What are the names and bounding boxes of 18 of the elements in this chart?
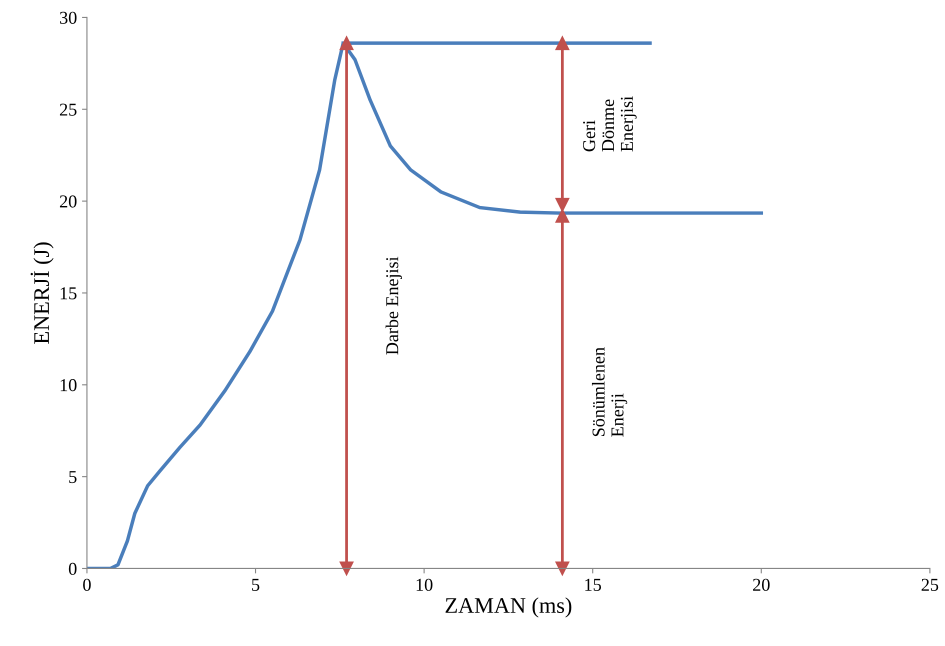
x-axis-title: ZAMAN (ms)	[446, 597, 572, 618]
y-tick-label: 5	[69, 471, 77, 484]
x-tick-label: 25	[922, 578, 938, 591]
annotation: Darbe Enejisi	[386, 256, 402, 355]
y-tick-label: 30	[60, 12, 77, 24]
x-tick-label: 0	[83, 578, 91, 591]
y-tick-label: 20	[60, 195, 77, 208]
x-tick-label: 20	[753, 578, 770, 591]
annotation: Geri Dönme Enerjisi	[583, 96, 637, 152]
y-tick-label: 25	[60, 104, 77, 116]
x-tick-label: 15	[585, 578, 602, 591]
y-tick-label: 10	[60, 379, 77, 392]
y-tick-label: 15	[60, 287, 77, 300]
y-tick-label: 0	[68, 562, 77, 575]
x-tick-label: 5	[252, 578, 260, 591]
x-tick-label: 10	[416, 578, 432, 591]
y-axis-title: ENERJİ (J)	[30, 242, 54, 344]
annotation: Sönümlenen Enerji	[592, 347, 628, 437]
